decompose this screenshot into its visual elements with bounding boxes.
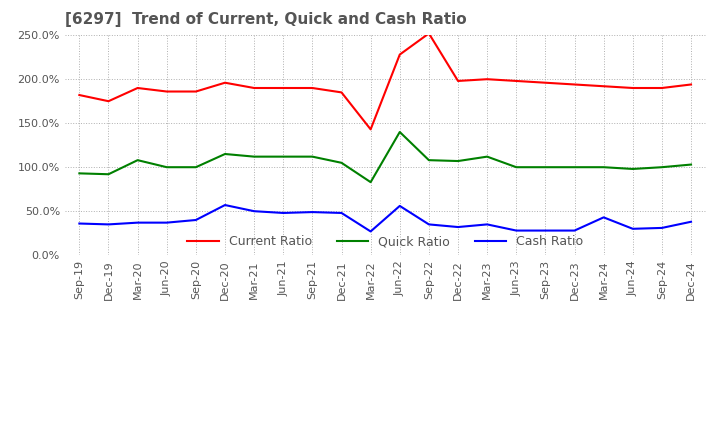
Quick Ratio <box>250 154 258 159</box>
Current Ratio <box>599 84 608 89</box>
Cash Ratio <box>629 226 637 231</box>
Cash Ratio <box>483 222 492 227</box>
Cash Ratio <box>395 203 404 209</box>
Cash Ratio <box>337 210 346 216</box>
Quick Ratio <box>366 180 375 185</box>
Current Ratio <box>163 89 171 94</box>
Cash Ratio <box>570 228 579 233</box>
Cash Ratio <box>454 224 462 230</box>
Quick Ratio <box>75 171 84 176</box>
Quick Ratio <box>425 158 433 163</box>
Text: [6297]  Trend of Current, Quick and Cash Ratio: [6297] Trend of Current, Quick and Cash … <box>65 12 467 27</box>
Quick Ratio <box>308 154 317 159</box>
Quick Ratio <box>687 162 696 167</box>
Current Ratio <box>366 127 375 132</box>
Quick Ratio <box>220 151 229 157</box>
Line: Quick Ratio: Quick Ratio <box>79 132 691 182</box>
Current Ratio <box>629 85 637 91</box>
Line: Cash Ratio: Cash Ratio <box>79 205 691 231</box>
Cash Ratio <box>512 228 521 233</box>
Legend: Current Ratio, Quick Ratio, Cash Ratio: Current Ratio, Quick Ratio, Cash Ratio <box>182 231 588 253</box>
Quick Ratio <box>629 166 637 172</box>
Quick Ratio <box>192 165 200 170</box>
Current Ratio <box>220 80 229 85</box>
Current Ratio <box>133 85 142 91</box>
Current Ratio <box>570 82 579 87</box>
Cash Ratio <box>163 220 171 225</box>
Cash Ratio <box>75 221 84 226</box>
Quick Ratio <box>570 165 579 170</box>
Current Ratio <box>687 82 696 87</box>
Cash Ratio <box>657 225 666 231</box>
Cash Ratio <box>687 219 696 224</box>
Current Ratio <box>308 85 317 91</box>
Current Ratio <box>425 31 433 36</box>
Cash Ratio <box>104 222 113 227</box>
Quick Ratio <box>163 165 171 170</box>
Cash Ratio <box>220 202 229 208</box>
Quick Ratio <box>454 158 462 164</box>
Current Ratio <box>104 99 113 104</box>
Quick Ratio <box>337 160 346 165</box>
Line: Current Ratio: Current Ratio <box>79 33 691 129</box>
Current Ratio <box>75 92 84 98</box>
Current Ratio <box>512 78 521 84</box>
Current Ratio <box>250 85 258 91</box>
Quick Ratio <box>483 154 492 159</box>
Quick Ratio <box>279 154 287 159</box>
Cash Ratio <box>599 215 608 220</box>
Quick Ratio <box>657 165 666 170</box>
Cash Ratio <box>279 210 287 216</box>
Cash Ratio <box>250 209 258 214</box>
Quick Ratio <box>133 158 142 163</box>
Cash Ratio <box>541 228 550 233</box>
Quick Ratio <box>395 129 404 135</box>
Current Ratio <box>395 52 404 57</box>
Current Ratio <box>541 80 550 85</box>
Quick Ratio <box>104 172 113 177</box>
Current Ratio <box>657 85 666 91</box>
Current Ratio <box>279 85 287 91</box>
Cash Ratio <box>425 222 433 227</box>
Current Ratio <box>483 77 492 82</box>
Quick Ratio <box>512 165 521 170</box>
Cash Ratio <box>192 217 200 223</box>
Quick Ratio <box>541 165 550 170</box>
Quick Ratio <box>599 165 608 170</box>
Current Ratio <box>337 90 346 95</box>
Current Ratio <box>192 89 200 94</box>
Cash Ratio <box>366 229 375 234</box>
Current Ratio <box>454 78 462 84</box>
Cash Ratio <box>133 220 142 225</box>
Cash Ratio <box>308 209 317 215</box>
